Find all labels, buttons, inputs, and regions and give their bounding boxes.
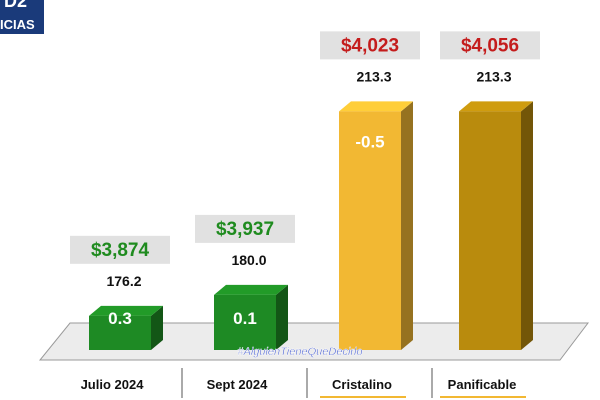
- bar-top: [339, 101, 413, 112]
- bar-side: [151, 305, 163, 350]
- bars-group: 0.3 176.2 $3,874 0.1 180.0 $3,937 -0.5 213.3 $4,…: [70, 31, 540, 350]
- variation-label: -0.5: [355, 132, 384, 151]
- price-box: [320, 31, 420, 60]
- value-label: 213.3: [476, 68, 511, 84]
- bar-side: [401, 101, 413, 350]
- price-label: $3,874: [91, 240, 150, 261]
- price-box: [70, 235, 170, 264]
- value-label: 213.3: [356, 68, 391, 84]
- category-label: Julio 2024: [81, 377, 145, 392]
- price-label: $4,023: [341, 35, 399, 56]
- category-label: Panificable: [448, 377, 517, 392]
- value-label: 180.0: [231, 252, 266, 268]
- variation-label: 0.1: [233, 309, 257, 328]
- price-box: [440, 31, 540, 60]
- bar: [339, 111, 401, 350]
- price-box: [195, 214, 295, 243]
- logo-line-1: D2: [4, 0, 28, 11]
- watermark-text: #AlguienTieneQueDecirlo: [237, 346, 362, 358]
- bar-top: [459, 101, 533, 112]
- category-label: Cristalino: [332, 377, 392, 392]
- chart-floor: [38, 322, 590, 361]
- bar-top: [214, 284, 288, 295]
- bar-top: [89, 305, 163, 316]
- bar-side: [521, 101, 533, 350]
- x-axis-labels: Julio 2024 Sept 2024 Cristalino Panificable: [81, 368, 526, 398]
- bar: [214, 294, 276, 350]
- logo-line-2: ICIAS: [0, 17, 35, 32]
- value-label: 176.2: [106, 273, 141, 289]
- variation-label: 0.3: [108, 309, 132, 328]
- price-label: $4,056: [461, 35, 519, 56]
- bar-side: [276, 284, 288, 350]
- price-label: $3,937: [216, 219, 274, 240]
- bar: [89, 315, 151, 350]
- brand-logo: D2 ICIAS: [0, 0, 44, 34]
- category-label: Sept 2024: [207, 377, 268, 392]
- bar: [459, 111, 521, 350]
